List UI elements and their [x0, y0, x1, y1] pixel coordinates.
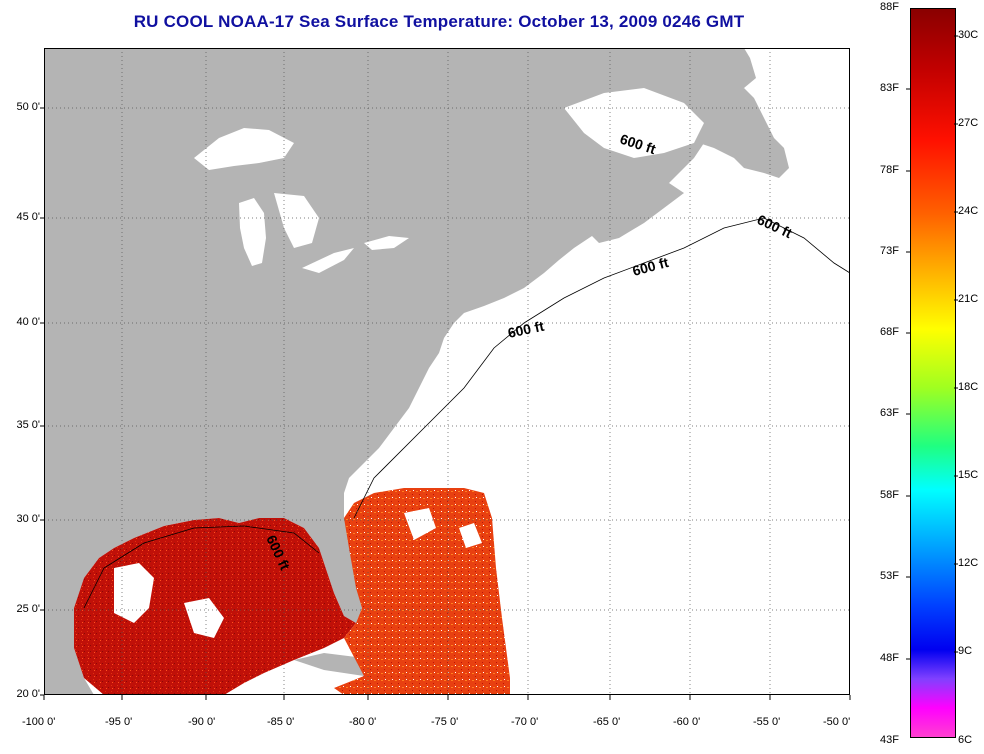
colorbar-f-label: 43F: [880, 734, 899, 746]
colorbar-c-label: 21C: [958, 293, 979, 305]
lat-label: 25 0': [16, 603, 40, 615]
land-newfoundland: [699, 88, 789, 178]
colorbar-f-label: 63F: [880, 407, 899, 419]
lon-label: -55 0': [753, 716, 781, 728]
lake-superior: [194, 128, 294, 170]
colorbar-f-label: 88F: [880, 1, 899, 13]
map-title: RU COOL NOAA-17 Sea Surface Temperature:…: [133, 12, 745, 31]
lat-label: 35 0': [16, 419, 40, 431]
colorbar-c-label: 30C: [958, 29, 979, 41]
contour-600ft: [353, 217, 850, 519]
contour-label: 600 ft: [506, 318, 545, 341]
gulf-st-lawrence: [564, 88, 704, 158]
cloud-patch: [404, 508, 436, 540]
land-florida: [332, 518, 362, 623]
lat-label: 30 0': [16, 513, 40, 525]
colorbar-f-label: 58F: [880, 489, 899, 501]
lake-erie: [302, 248, 354, 273]
colorbar-c-label: 9C: [958, 645, 973, 657]
lat-label: 45 0': [16, 211, 40, 223]
contour-600ft-gulf: [83, 525, 320, 609]
lat-label: 40 0': [16, 316, 40, 328]
cloud-patch: [114, 563, 154, 623]
lon-label: -100 0': [22, 716, 56, 728]
sst-map: 600 ft 600 ft 600 ft 600 ft 600 ft: [44, 48, 850, 695]
colorbar-f-label: 48F: [880, 652, 899, 664]
map-canvas: 600 ft 600 ft 600 ft 600 ft 600 ft: [44, 48, 850, 695]
colorbar-c-label: 18C: [958, 381, 979, 393]
colorbar-c-label: 12C: [958, 557, 979, 569]
colorbar-f-label: 68F: [880, 326, 899, 338]
colorbar-c-label: 6C: [958, 734, 973, 746]
lon-label: -50 0': [823, 716, 851, 728]
lat-label: 20 0': [16, 688, 40, 700]
cloud-patch: [459, 523, 482, 548]
lon-label: -65 0': [593, 716, 621, 728]
colorbar-c-label: 15C: [958, 469, 979, 481]
cloud-patch: [184, 598, 224, 638]
lon-label: -80 0': [349, 716, 377, 728]
colorbar-f-label: 53F: [880, 570, 899, 582]
land-nova-scotia: [584, 183, 684, 243]
colorbar-f-label: 83F: [880, 82, 899, 94]
map-border: [44, 48, 850, 695]
lon-label: -95 0': [105, 716, 133, 728]
lake-ontario: [364, 236, 409, 250]
lake-huron: [274, 193, 319, 248]
lon-label: -60 0': [673, 716, 701, 728]
lon-label: -85 0': [267, 716, 295, 728]
colorbar-f-label: 73F: [880, 245, 899, 257]
colorbar: [910, 8, 956, 738]
lon-label: -75 0': [431, 716, 459, 728]
lon-label: -70 0': [511, 716, 539, 728]
lake-michigan: [239, 198, 266, 266]
lat-label: 50 0': [16, 101, 40, 113]
lon-label: -90 0': [188, 716, 216, 728]
colorbar-c-label: 27C: [958, 117, 979, 129]
colorbar-c-label: 24C: [958, 205, 979, 217]
colorbar-f-label: 78F: [880, 164, 899, 176]
